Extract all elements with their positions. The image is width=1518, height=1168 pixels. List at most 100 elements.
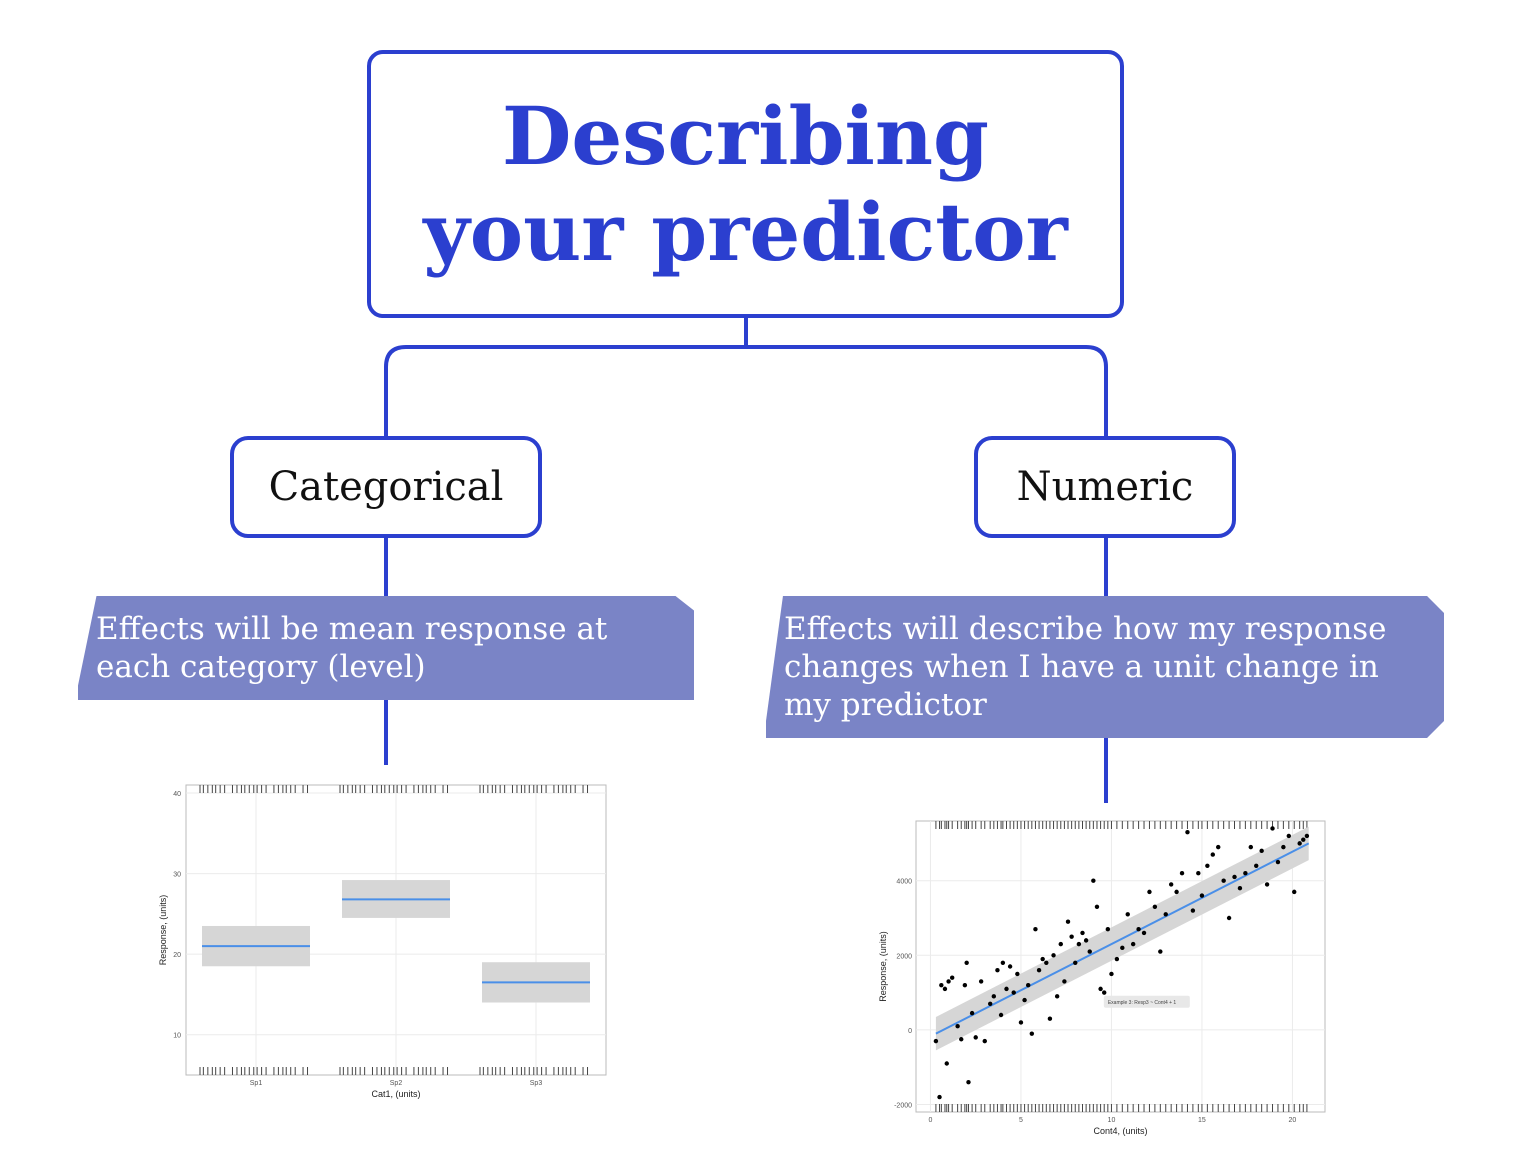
x-tick-label: 5: [1019, 1117, 1023, 1124]
data-point: [1004, 986, 1009, 992]
data-point: [1076, 941, 1082, 947]
data-point: [1158, 949, 1163, 954]
data-point: [1051, 953, 1056, 958]
y-axis-label: Response, (units): [878, 931, 888, 1002]
x-axis-label: Cont4, (units): [1093, 1126, 1147, 1136]
data-point: [1022, 997, 1027, 1003]
data-point: [946, 979, 951, 984]
data-point: [966, 1079, 971, 1085]
data-point: [1248, 844, 1254, 850]
data-point: [1292, 889, 1297, 895]
data-point: [991, 994, 997, 999]
data-point: [1083, 938, 1089, 943]
y-axis-label: Response, (units): [158, 895, 168, 966]
data-point: [1190, 908, 1196, 913]
data-point: [1226, 915, 1232, 921]
y-tick-label: 10: [173, 1033, 181, 1040]
data-point: [998, 1012, 1004, 1018]
data-point: [973, 1035, 978, 1040]
data-point: [1232, 874, 1237, 880]
data-point: [1196, 871, 1201, 876]
data-point: [964, 960, 969, 965]
categorical-chart-svg: 10 20 30 40 Sp1 Sp2 Sp3 Cat1, (units) Response, …: [158, 784, 607, 1099]
data-point: [995, 968, 1000, 973]
numeric-description: Effects will describe how my response ch…: [766, 596, 1444, 738]
data-point: [942, 986, 948, 992]
data-point: [1080, 930, 1085, 936]
data-point: [944, 1061, 949, 1066]
data-point: [969, 1010, 975, 1016]
data-point: [1205, 863, 1210, 868]
data-point: [1114, 956, 1120, 962]
data-point: [1091, 878, 1096, 883]
data-point: [1011, 990, 1016, 995]
x-tick-label: Sp2: [390, 1080, 403, 1087]
data-point: [1105, 926, 1111, 932]
data-point: [1304, 833, 1310, 839]
data-point: [1026, 982, 1031, 988]
categorical-description: Effects will be mean response at each ca…: [78, 596, 694, 700]
data-point: [1098, 986, 1103, 992]
y-tick-label: 2000: [896, 953, 912, 960]
data-point: [1185, 829, 1190, 835]
categorical-label: Categorical: [268, 464, 504, 510]
data-point: [1000, 960, 1006, 965]
data-point: [1058, 941, 1063, 947]
y-tick-label: 40: [173, 791, 181, 798]
data-point: [1036, 968, 1042, 973]
data-point: [1301, 837, 1306, 842]
data-point: [949, 975, 955, 980]
x-tick-label: 10: [1108, 1117, 1116, 1124]
categorical-effects-chart: 10 20 30 40 Sp1 Sp2 Sp3 Cat1, (units) Response, …: [150, 775, 620, 1105]
y-tick-label: -2000: [894, 1103, 912, 1110]
data-point: [1125, 912, 1130, 917]
numeric-effects-chart: -2000 0 2000 4000 0 5 10 15 20 Example 3: Resp3 ~…: [870, 815, 1340, 1145]
data-point: [1297, 841, 1302, 846]
data-point: [959, 1037, 964, 1042]
y-tick-label: 30: [173, 872, 181, 879]
data-point: [1102, 990, 1107, 995]
data-point: [1065, 919, 1071, 924]
data-point: [1281, 844, 1286, 850]
x-tick-label: Sp1: [250, 1080, 263, 1087]
x-tick-label: 15: [1198, 1117, 1206, 1124]
data-point: [1152, 904, 1158, 910]
data-point: [1015, 971, 1020, 977]
data-point: [937, 1094, 942, 1100]
data-point: [1136, 926, 1141, 932]
data-point: [1141, 930, 1147, 936]
data-point: [1094, 904, 1100, 910]
annotation-label: Example 3: Resp3 ~ Cont4 + 1: [1108, 1000, 1177, 1006]
data-point: [1018, 1020, 1024, 1025]
data-point: [1210, 852, 1215, 857]
data-point: [1062, 979, 1067, 984]
data-point: [1120, 945, 1125, 951]
data-point: [1179, 871, 1185, 876]
data-point: [1168, 882, 1174, 887]
title-line-2: your predictor: [423, 185, 1068, 279]
data-point: [1073, 960, 1078, 965]
data-point: [1044, 960, 1049, 965]
y-tick-label: 4000: [896, 879, 912, 886]
x-tick-label: 0: [929, 1117, 933, 1124]
x-axis-label: Cat1, (units): [371, 1089, 420, 1099]
data-point: [1254, 863, 1259, 868]
connector-branch-bar: [384, 345, 1108, 436]
data-point: [1270, 826, 1275, 831]
data-point: [939, 982, 944, 988]
data-point: [1243, 871, 1248, 876]
data-point: [1054, 994, 1060, 999]
data-point: [1033, 926, 1038, 932]
data-point: [955, 1023, 960, 1029]
title-line-1: Describing: [502, 89, 989, 183]
data-point: [1275, 859, 1281, 865]
numeric-node: Numeric: [974, 436, 1236, 538]
fit-line: [935, 842, 1310, 1035]
data-point: [1286, 833, 1292, 839]
data-point: [1047, 1016, 1053, 1021]
data-point: [1147, 889, 1152, 895]
data-point: [962, 982, 968, 988]
data-point: [1199, 893, 1205, 898]
data-point: [1130, 941, 1136, 947]
